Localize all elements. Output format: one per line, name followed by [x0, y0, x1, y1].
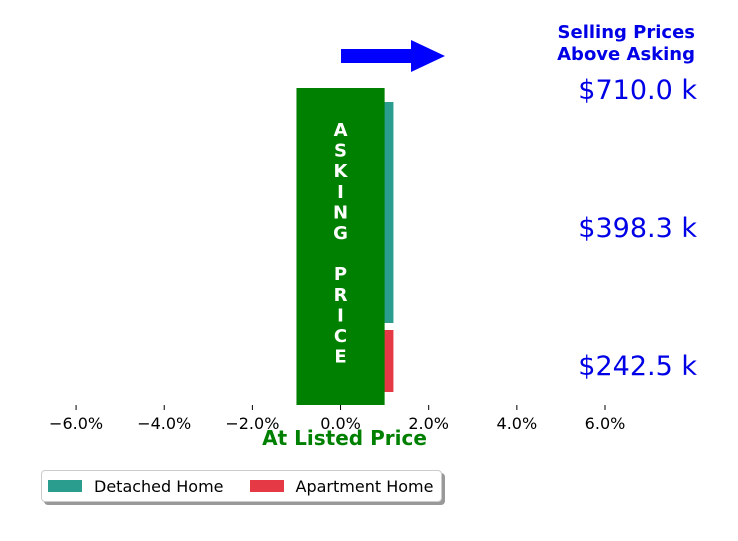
right-arrow-icon [341, 40, 445, 72]
price-label: $242.5 k [578, 351, 697, 382]
price-label: $398.3 k [578, 213, 697, 244]
asking-band-letter: S [334, 141, 347, 162]
legend-swatch-detached [48, 480, 82, 492]
asking-band-letter: N [333, 202, 348, 223]
x-tick-label: −6.0% [49, 414, 103, 433]
asking-band-letter: A [334, 120, 348, 141]
legend-label-apartment: Apartment Home [295, 476, 434, 496]
asking-band-letter: R [334, 285, 348, 306]
x-tick-label: 2.0% [408, 414, 449, 433]
legend-item-detached: Detached Home [48, 477, 224, 496]
asking-band-letter: P [334, 264, 347, 285]
legend-item-apartment: Apartment Home [249, 476, 434, 496]
x-tick-label: 0.0% [320, 414, 361, 433]
header-line: Above Asking [557, 44, 695, 65]
legend-label-detached: Detached Home [94, 476, 224, 496]
header-line: Selling Prices [558, 22, 695, 43]
x-tick-label: 6.0% [585, 414, 626, 433]
x-axis-label: At Listed Price [262, 426, 427, 450]
price-label: $710.0 k [578, 75, 697, 106]
asking-band-letter: K [334, 161, 349, 182]
asking-band-letter: E [334, 347, 346, 368]
x-tick-label: 4.0% [497, 414, 538, 433]
legend-swatch-apartment [249, 480, 284, 492]
asking-band-letter: C [334, 326, 347, 347]
x-tick-label: −4.0% [137, 414, 191, 433]
x-axis: −6.0% −4.0% −2.0% 0.0% 2.0% 4.0% 6.0% [49, 405, 625, 433]
asking-band-rect [296, 88, 385, 405]
price-labels: $710.0 k $398.3 k $242.5 k [578, 75, 697, 382]
asking-band-letter: I [337, 182, 344, 203]
x-tick-label: −2.0% [225, 414, 279, 433]
legend: Detached Home Apartment Home [41, 470, 443, 502]
asking-band-letter: G [333, 223, 348, 244]
asking-band-letter: I [337, 305, 344, 326]
